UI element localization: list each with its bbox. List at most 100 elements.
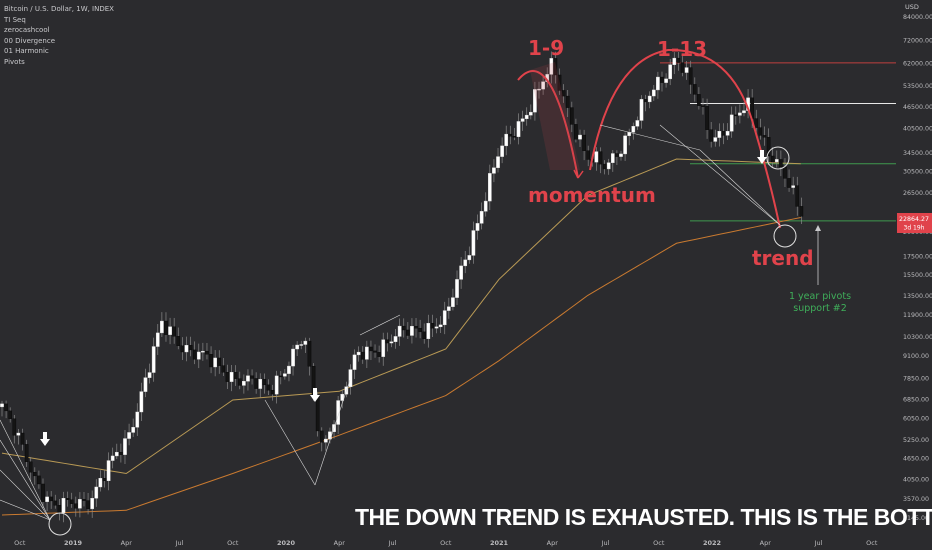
candle	[287, 365, 291, 374]
candle	[623, 135, 627, 155]
candle	[467, 255, 472, 261]
candle	[438, 324, 443, 328]
candle	[639, 99, 644, 121]
candle	[754, 118, 759, 128]
candle	[635, 120, 640, 127]
candle	[278, 375, 283, 378]
candle	[647, 95, 652, 103]
indicator-zerocashcool[interactable]: zerocashcool	[4, 26, 50, 34]
candle	[295, 344, 299, 350]
harmonic-line	[0, 419, 51, 521]
candle	[94, 486, 99, 499]
candle	[98, 478, 103, 488]
x-tick-label: Apr	[760, 539, 772, 547]
candle	[401, 325, 406, 331]
candle	[135, 411, 140, 428]
candle	[49, 496, 53, 502]
harmonic-line	[659, 124, 781, 226]
y-tick-label: 84000.00	[903, 14, 932, 21]
y-tick-label: 3570.00	[903, 496, 929, 503]
candle	[254, 378, 258, 389]
candle	[619, 153, 623, 157]
harmonic-line	[0, 469, 51, 521]
label-1-9: 1-9	[528, 36, 564, 60]
candle	[188, 345, 193, 351]
candle	[692, 84, 697, 95]
x-tick-label: Jul	[175, 539, 184, 547]
candle	[315, 394, 320, 432]
candle	[606, 162, 611, 170]
pivot-callout-arrow	[815, 225, 821, 231]
candle	[451, 297, 455, 307]
currency-label: USD	[905, 3, 919, 11]
indicator-divergence[interactable]: 00 Divergence	[4, 36, 56, 45]
x-tick-label: Oct	[227, 539, 239, 547]
candle	[701, 105, 705, 107]
candle	[205, 350, 209, 355]
candle	[32, 472, 37, 477]
candle	[69, 499, 74, 504]
candle	[155, 332, 160, 347]
candle	[578, 134, 582, 140]
candle	[340, 393, 345, 401]
candle	[229, 372, 234, 382]
harmonic-line	[599, 124, 701, 151]
candle	[418, 327, 422, 333]
candle	[643, 99, 648, 103]
x-tick-label: Jul	[601, 539, 610, 547]
candle	[779, 159, 783, 168]
candle	[582, 134, 586, 151]
candle	[410, 325, 414, 336]
candle	[594, 151, 599, 163]
harmonic-line	[314, 379, 351, 486]
last-price-badge	[897, 213, 932, 233]
last-price-value: 22864.27	[899, 216, 929, 223]
x-tick-label: Jul	[814, 539, 823, 547]
candle	[65, 498, 70, 500]
candle	[127, 432, 131, 439]
candle	[324, 438, 328, 443]
x-tick-label: Jul	[388, 539, 397, 547]
candle	[90, 498, 94, 510]
bar-countdown: 3d 19h	[904, 225, 925, 232]
candle	[274, 375, 279, 395]
candle	[541, 81, 545, 90]
indicator-pivots[interactable]: Pivots	[4, 57, 25, 66]
candle	[664, 78, 668, 83]
candle	[434, 326, 439, 329]
candle	[270, 389, 275, 395]
candle	[172, 326, 176, 337]
y-tick-label: 4050.00	[903, 477, 929, 484]
candle	[139, 391, 144, 413]
candle	[102, 478, 107, 482]
y-tick-label: 15500.00	[903, 272, 932, 279]
highlight-circle	[48, 512, 72, 536]
candle	[381, 339, 386, 357]
candle	[529, 111, 533, 116]
candle	[356, 351, 361, 356]
candle	[602, 163, 607, 170]
indicator-harmonic[interactable]: 01 Harmonic	[4, 47, 49, 55]
candle	[733, 114, 738, 117]
indicator-ti-seq[interactable]: TI Seq	[4, 15, 26, 24]
candle	[262, 379, 267, 386]
candle	[762, 135, 767, 138]
candle	[151, 346, 156, 373]
candle	[475, 223, 480, 231]
symbol-title[interactable]: Bitcoin / U.S. Dollar, 1W, INDEX	[4, 5, 114, 13]
candle	[291, 348, 295, 367]
candle	[258, 379, 263, 389]
candle	[610, 153, 615, 163]
candle	[725, 131, 730, 136]
candle	[192, 349, 197, 360]
y-tick-label: 62000.00	[903, 60, 932, 67]
candle	[180, 345, 185, 353]
candle	[303, 340, 308, 345]
candle	[28, 461, 33, 473]
y-tick-label: 34500.00	[903, 150, 932, 157]
candle	[57, 505, 62, 513]
down-arrow-icon	[40, 432, 50, 446]
label-trend: trend	[752, 246, 814, 270]
